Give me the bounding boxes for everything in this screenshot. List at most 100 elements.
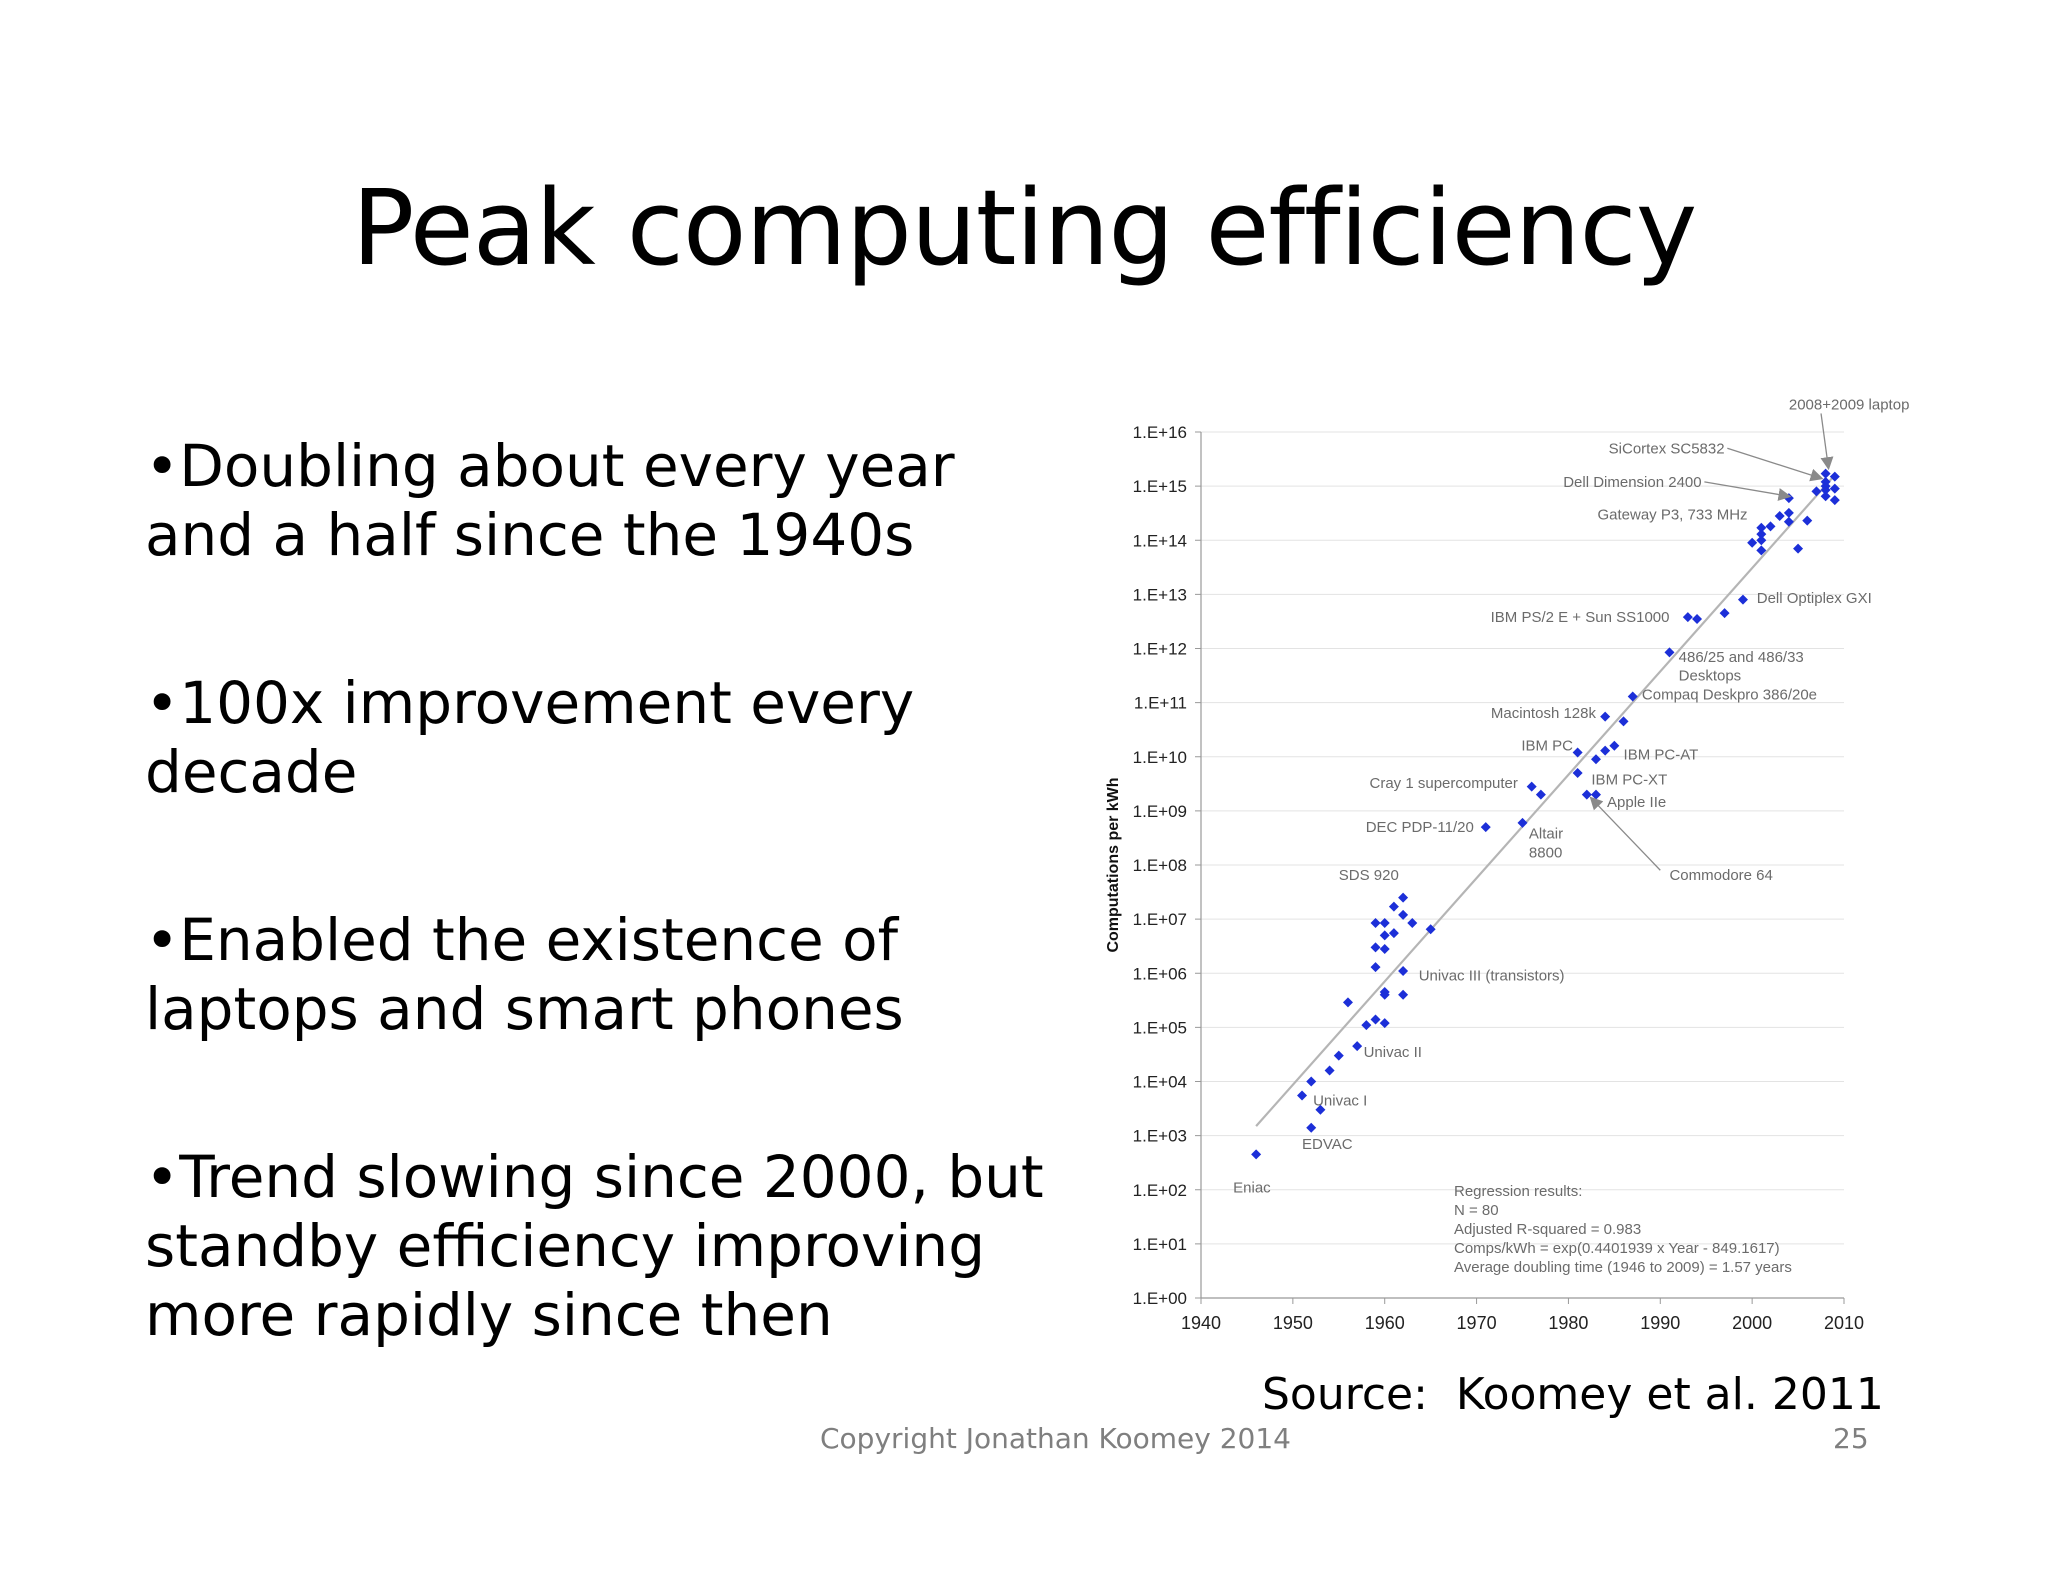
data-point [1692, 614, 1703, 625]
data-point [1306, 1122, 1317, 1133]
copyright-footer: Copyright Jonathan Koomey 2014 [820, 1422, 1291, 1455]
annotation-label: Apple IIe [1607, 794, 1666, 811]
annotation-label: Compaq Deskpro 386/20e [1642, 687, 1817, 704]
annotation-label: Eniac [1233, 1180, 1271, 1197]
y-tick-label: 1.E+16 [1133, 423, 1187, 442]
annotation-label: Univac I [1313, 1092, 1367, 1109]
efficiency-scatter-chart: 1.E+00 1.E+01 1.E+02 1.E+03 1.E+04 1.E+05 1.E+… [1105, 397, 1910, 1333]
annotation-label: IBM PS/2 E + Sun SS1000 [1491, 609, 1670, 626]
annotation-label: 8800 [1529, 845, 1562, 862]
bullet-item: Trend slowing since 2000, but standby ef… [145, 1143, 1075, 1350]
x-tick-label: 1980 [1548, 1313, 1588, 1333]
data-point [1682, 612, 1693, 623]
y-axis-label: Computations per kWh [1105, 777, 1122, 952]
data-point [1802, 515, 1813, 526]
data-point [1829, 495, 1840, 506]
page-number: 25 [1833, 1422, 1869, 1455]
data-point [1342, 997, 1353, 1008]
y-tick-label: 1.E+09 [1133, 802, 1187, 821]
data-point [1398, 989, 1409, 1000]
data-point [1370, 917, 1381, 928]
x-tick-label: 1960 [1365, 1313, 1405, 1333]
data-point [1306, 1076, 1317, 1087]
annotation-arrow [1589, 796, 1661, 871]
data-point [1747, 537, 1758, 548]
data-point [1370, 1014, 1381, 1025]
annotation-label: EDVAC [1302, 1136, 1353, 1153]
data-point [1361, 1020, 1372, 1031]
data-point [1379, 987, 1390, 998]
y-tick-label: 1.E+02 [1133, 1181, 1187, 1200]
regression-text: Adjusted R-squared = 0.983 [1454, 1221, 1641, 1238]
data-point [1811, 486, 1822, 497]
annotation-label: Univac III (transistors) [1419, 968, 1565, 985]
data-point [1352, 1041, 1363, 1052]
data-point [1517, 817, 1528, 828]
data-point [1324, 1065, 1335, 1076]
data-point [1618, 716, 1629, 727]
data-point [1333, 1050, 1344, 1061]
y-tick-label: 1.E+14 [1133, 531, 1187, 550]
y-tick-label: 1.E+08 [1133, 856, 1187, 875]
bullet-item: 100x improvement every decade [145, 669, 1075, 807]
y-tick-label: 1.E+12 [1133, 640, 1187, 659]
data-point [1379, 917, 1390, 928]
bullet-list: Doubling about every year and a half sin… [145, 432, 1075, 1449]
x-tick-label: 1950 [1273, 1313, 1313, 1333]
data-point [1398, 966, 1409, 977]
data-point [1297, 1090, 1308, 1101]
data-point [1370, 962, 1381, 973]
slide-title: Peak computing efficiency [351, 167, 1698, 289]
x-tick-label: 2010 [1824, 1313, 1864, 1333]
annotation-label: 2008+2009 laptops [1789, 397, 1910, 414]
annotation-label: Macintosh 128k [1491, 705, 1597, 722]
data-point [1783, 516, 1794, 527]
annotation-label: Cray 1 supercomputer [1370, 775, 1518, 792]
data-point [1398, 909, 1409, 920]
source-citation: Source: Koomey et al. 2011 [1262, 1369, 1884, 1420]
data-point [1590, 754, 1601, 765]
data-point [1765, 521, 1776, 532]
data-point [1388, 901, 1399, 912]
x-tick-label: 1990 [1640, 1313, 1680, 1333]
data-point [1535, 789, 1546, 800]
data-point [1425, 924, 1436, 935]
data-point [1572, 768, 1583, 779]
annotation-arrow [1820, 413, 1834, 471]
regression-text: Average doubling time (1946 to 2009) = 1… [1454, 1259, 1792, 1276]
y-tick-label: 1.E+01 [1133, 1235, 1187, 1254]
annotation-label: IBM PC-XT [1591, 771, 1667, 788]
data-point [1719, 608, 1730, 619]
data-point [1526, 781, 1537, 792]
data-point [1379, 944, 1390, 955]
data-point [1829, 471, 1840, 482]
annotation-label: 486/25 and 486/33 [1679, 649, 1804, 666]
data-point [1581, 789, 1592, 800]
data-point [1756, 535, 1767, 546]
data-point [1756, 522, 1767, 533]
y-tick-label: 1.E+04 [1133, 1073, 1187, 1092]
data-point [1379, 1018, 1390, 1029]
data-point [1315, 1104, 1326, 1115]
data-point [1793, 543, 1804, 554]
annotation-label: Gateway P3, 733 MHz [1597, 506, 1747, 523]
annotation-label: DEC PDP-11/20 [1366, 819, 1474, 836]
y-tick-label: 1.E+06 [1133, 964, 1187, 983]
regression-text: N = 80 [1454, 1202, 1499, 1219]
data-point [1820, 491, 1831, 502]
regression-text: Comps/kWh = exp(0.4401939 x Year - 849.1… [1454, 1240, 1780, 1257]
annotation-label: Dell Dimension 2400 [1563, 474, 1701, 491]
annotation-label: IBM PC-AT [1624, 747, 1699, 764]
data-point [1600, 711, 1611, 722]
x-tick-label: 2000 [1732, 1313, 1772, 1333]
data-point [1398, 892, 1409, 903]
data-point [1664, 647, 1675, 658]
annotation-label: SiCortex SC5832 [1609, 440, 1725, 457]
annotation-label: Desktops [1679, 667, 1742, 684]
y-tick-label: 1.E+05 [1133, 1018, 1187, 1037]
bullet-item: Doubling about every year and a half sin… [145, 432, 1075, 570]
data-point [1756, 529, 1767, 540]
annotation-label: Altair [1529, 826, 1563, 843]
data-point [1600, 745, 1611, 756]
data-point [1783, 493, 1794, 504]
